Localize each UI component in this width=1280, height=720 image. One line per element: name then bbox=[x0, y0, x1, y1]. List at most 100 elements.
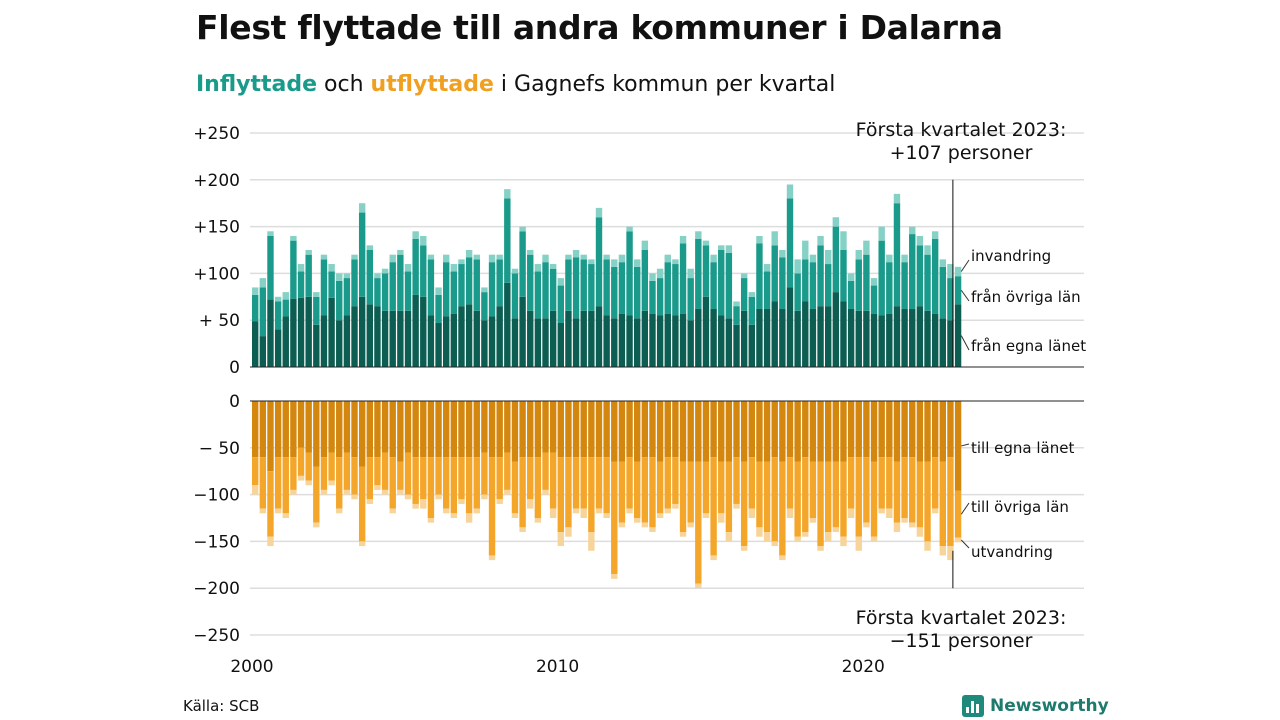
bar-in-other bbox=[733, 306, 740, 325]
bar-out-local bbox=[649, 401, 656, 458]
bar-in-other bbox=[893, 203, 901, 307]
bar-out-local bbox=[847, 401, 855, 458]
bar-out-emig bbox=[290, 489, 297, 495]
bar-in-immig bbox=[733, 301, 740, 307]
bar-out-emig bbox=[878, 508, 885, 514]
bar-out-local bbox=[687, 401, 694, 462]
bar-in-other bbox=[282, 299, 289, 317]
bar-in-local bbox=[626, 315, 633, 367]
bar-out-local bbox=[389, 401, 396, 458]
bar-out-other bbox=[695, 461, 702, 584]
bar-out-emig bbox=[794, 536, 801, 542]
bar-out-local bbox=[557, 401, 564, 458]
bar-out-other bbox=[343, 452, 351, 490]
bar-out-local bbox=[595, 401, 603, 458]
bar-out-emig bbox=[847, 508, 855, 518]
y-tick-label: +200 bbox=[193, 171, 240, 191]
bar-out-local bbox=[947, 401, 954, 458]
bar-in-immig bbox=[435, 287, 442, 295]
bar-out-local bbox=[832, 401, 840, 462]
bar-in-local bbox=[840, 301, 847, 367]
bar-in-immig bbox=[343, 273, 351, 279]
bar-out-emig bbox=[947, 546, 954, 561]
bar-out-local bbox=[588, 401, 595, 458]
bar-in-other bbox=[763, 271, 771, 309]
bar-in-immig bbox=[825, 250, 832, 265]
bar-out-local bbox=[313, 401, 320, 467]
bar-out-emig bbox=[443, 508, 450, 514]
bar-out-other bbox=[465, 457, 473, 514]
bar-in-local bbox=[771, 301, 778, 367]
bar-in-immig bbox=[259, 278, 267, 288]
bar-out-other bbox=[756, 461, 763, 528]
bar-out-other bbox=[817, 461, 824, 547]
bar-out-emig bbox=[641, 522, 649, 528]
bar-out-other bbox=[786, 457, 794, 509]
bar-in-other bbox=[527, 254, 534, 311]
bar-in-immig bbox=[389, 254, 396, 263]
bar-out-emig bbox=[504, 489, 511, 495]
bar-in-local bbox=[855, 310, 862, 367]
bar-in-immig bbox=[740, 273, 748, 279]
bar-out-emig bbox=[733, 503, 740, 509]
bar-out-local bbox=[909, 401, 916, 458]
bar-out-other bbox=[511, 461, 519, 514]
bar-in-immig bbox=[809, 254, 817, 263]
bar-in-other bbox=[649, 280, 656, 314]
bar-out-other bbox=[259, 457, 267, 509]
brand-logo[interactable]: Newsworthy bbox=[962, 694, 1109, 718]
y-tick-label: +250 bbox=[193, 124, 240, 144]
bar-in-local bbox=[664, 313, 671, 367]
bar-in-other bbox=[794, 273, 801, 311]
bar-in-immig bbox=[802, 240, 809, 260]
bar-in-immig bbox=[381, 268, 389, 274]
bar-in-other bbox=[381, 273, 389, 311]
bar-in-immig bbox=[511, 268, 519, 274]
bar-in-local bbox=[443, 316, 450, 367]
bar-in-other bbox=[901, 262, 908, 309]
bar-in-immig bbox=[297, 264, 305, 272]
source-label: Källa: SCB bbox=[183, 697, 260, 715]
bar-in-local bbox=[641, 310, 649, 367]
bar-out-local bbox=[802, 401, 809, 458]
bar-out-local bbox=[534, 401, 542, 458]
bar-out-local bbox=[855, 401, 862, 458]
bar-out-other bbox=[435, 457, 442, 495]
bar-out-emig bbox=[863, 522, 870, 528]
bar-out-local bbox=[710, 401, 717, 458]
subtitle-text-end: i Gagnefs kommun per kvartal bbox=[493, 72, 836, 97]
label-connector bbox=[960, 335, 970, 351]
bar-out-emig bbox=[488, 555, 496, 561]
y-tick-label: −200 bbox=[193, 579, 240, 599]
bar-out-local bbox=[252, 401, 259, 458]
bar-out-other bbox=[549, 452, 557, 509]
bar-in-local bbox=[366, 304, 373, 367]
bar-in-local bbox=[672, 315, 679, 367]
bar-in-local bbox=[611, 318, 618, 367]
bar-out-other bbox=[458, 457, 465, 500]
bar-out-other bbox=[542, 452, 549, 490]
bar-out-local bbox=[542, 401, 549, 453]
bar-in-local bbox=[817, 306, 824, 367]
bar-in-immig bbox=[626, 226, 633, 232]
bar-out-other bbox=[443, 457, 450, 509]
bar-in-local bbox=[267, 299, 274, 367]
bar-out-local bbox=[916, 401, 924, 462]
bar-out-emig bbox=[297, 475, 305, 481]
bar-out-local bbox=[427, 401, 435, 458]
bar-in-other bbox=[534, 271, 542, 319]
bar-in-local bbox=[893, 306, 901, 367]
bar-in-immig bbox=[420, 235, 427, 246]
bar-in-immig bbox=[481, 287, 488, 293]
bar-in-other bbox=[870, 285, 878, 314]
bar-out-emig bbox=[954, 537, 962, 543]
bar-out-local bbox=[771, 401, 778, 458]
bar-in-immig bbox=[603, 254, 610, 260]
bar-in-other bbox=[840, 250, 847, 302]
bar-out-local bbox=[351, 401, 358, 458]
bar-out-emig bbox=[450, 513, 458, 518]
bar-out-local bbox=[481, 401, 488, 453]
bar-out-emig bbox=[886, 508, 893, 518]
bar-out-other bbox=[748, 457, 755, 509]
bar-in-immig bbox=[595, 207, 603, 218]
